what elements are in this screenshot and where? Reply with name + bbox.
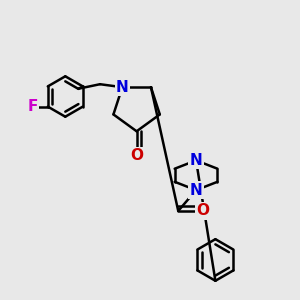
- Text: N: N: [116, 80, 129, 95]
- Text: O: O: [130, 148, 143, 164]
- Text: F: F: [28, 99, 38, 114]
- Text: O: O: [196, 203, 209, 218]
- Text: N: N: [190, 183, 202, 198]
- Text: N: N: [190, 153, 202, 168]
